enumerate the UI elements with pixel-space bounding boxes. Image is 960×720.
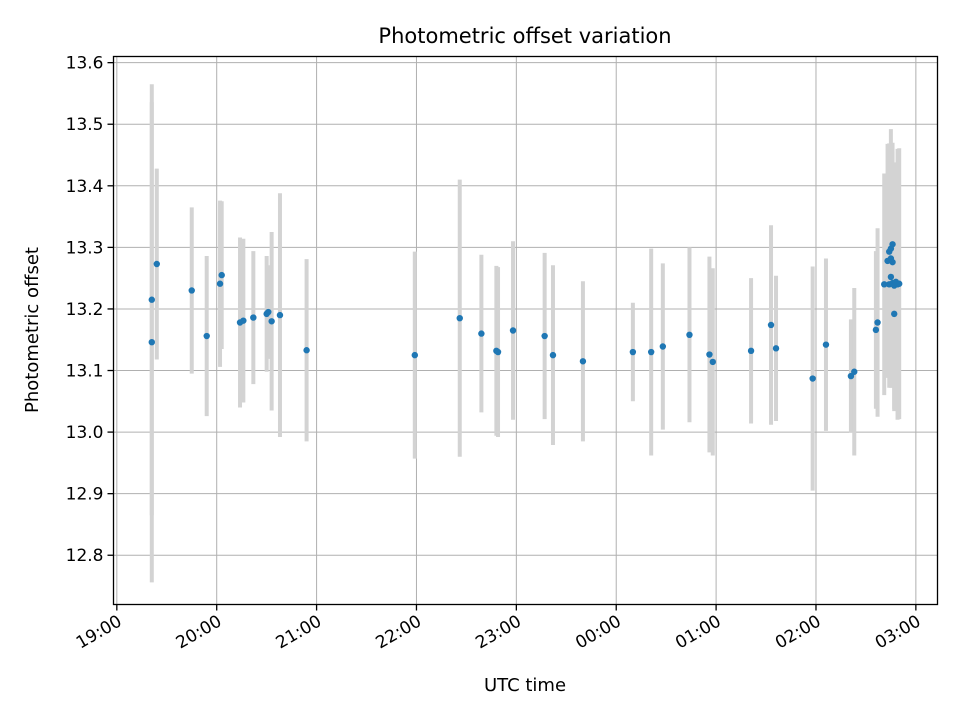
data-point — [629, 348, 637, 356]
y-tick-label: 12.9 — [66, 485, 104, 505]
data-point — [411, 351, 419, 359]
data-point — [456, 314, 463, 322]
data-point — [240, 317, 247, 324]
y-tick-label: 13.3 — [66, 238, 104, 258]
data-point — [706, 351, 713, 358]
data-point — [686, 331, 693, 339]
data-point — [891, 310, 898, 318]
data-point — [303, 347, 310, 354]
data-point — [872, 326, 880, 334]
data-point — [268, 318, 275, 325]
data-point — [276, 311, 284, 319]
data-point — [148, 296, 155, 303]
x-axis-title: UTC time — [484, 675, 566, 696]
data-point — [881, 281, 888, 288]
data-point — [709, 358, 716, 366]
y-tick-label: 13.4 — [66, 177, 104, 197]
data-point — [265, 308, 272, 316]
data-point — [509, 327, 517, 334]
data-point — [874, 319, 881, 326]
data-point — [541, 332, 548, 340]
grid — [113, 56, 938, 605]
data-point — [218, 271, 225, 279]
y-tick-label: 13.2 — [66, 300, 104, 320]
data-point — [659, 343, 667, 350]
data-point — [887, 273, 895, 281]
data-point — [809, 375, 816, 382]
data-point — [889, 258, 896, 266]
data-point — [847, 372, 855, 380]
y-tick-label: 13.0 — [66, 423, 104, 443]
data-point — [216, 280, 224, 287]
data-point — [494, 348, 502, 356]
data-point — [203, 332, 210, 340]
y-tick-label: 13.1 — [66, 362, 104, 382]
data-point — [647, 348, 655, 356]
data-point — [889, 241, 896, 248]
data-point — [896, 280, 903, 287]
plot-frame — [112, 55, 939, 606]
y-axis-title: Photometric offset — [22, 247, 43, 413]
data-point — [747, 347, 755, 355]
data-points — [148, 241, 903, 382]
data-point — [153, 260, 160, 268]
data-point — [478, 330, 485, 337]
data-point — [549, 351, 557, 359]
y-axis-ticks: 12.8 12.9 13.0 13.1 13.2 13.3 13.4 13.5 13.6 — [66, 54, 114, 566]
data-point — [822, 341, 830, 348]
data-point — [250, 314, 257, 321]
data-point — [148, 338, 155, 346]
y-tick-label: 13.5 — [66, 115, 104, 135]
data-point — [851, 368, 858, 375]
data-point — [772, 345, 780, 352]
data-point — [579, 358, 587, 365]
y-tick-label: 12.8 — [66, 546, 104, 566]
y-tick-label: 13.6 — [66, 54, 104, 74]
data-point — [188, 287, 195, 294]
data-point — [767, 321, 775, 329]
chart-title: Photometric offset variation — [378, 24, 671, 48]
